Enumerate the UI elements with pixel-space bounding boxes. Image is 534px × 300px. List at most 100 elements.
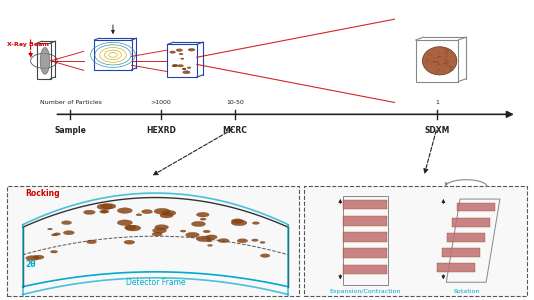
Ellipse shape: [450, 67, 453, 68]
Ellipse shape: [125, 225, 141, 231]
Ellipse shape: [450, 67, 452, 68]
Ellipse shape: [451, 56, 452, 57]
Ellipse shape: [183, 71, 190, 74]
FancyBboxPatch shape: [457, 202, 496, 211]
FancyBboxPatch shape: [436, 263, 475, 272]
Ellipse shape: [438, 52, 439, 53]
Text: Number of Particles: Number of Particles: [40, 100, 101, 105]
Ellipse shape: [427, 54, 429, 55]
Ellipse shape: [430, 55, 432, 56]
Ellipse shape: [444, 49, 447, 50]
Text: 10-50: 10-50: [226, 100, 244, 105]
Ellipse shape: [433, 61, 436, 62]
Ellipse shape: [437, 72, 438, 73]
Text: X-Ray Beam: X-Ray Beam: [7, 42, 49, 47]
Ellipse shape: [439, 70, 441, 71]
Ellipse shape: [172, 65, 177, 67]
Ellipse shape: [180, 230, 186, 232]
Ellipse shape: [192, 221, 206, 226]
Ellipse shape: [445, 56, 447, 57]
Ellipse shape: [183, 68, 186, 69]
Ellipse shape: [61, 221, 72, 225]
Text: HEXRD: HEXRD: [146, 126, 176, 135]
Ellipse shape: [97, 204, 113, 210]
Ellipse shape: [101, 210, 109, 213]
Ellipse shape: [186, 232, 199, 237]
Ellipse shape: [182, 68, 186, 70]
Ellipse shape: [444, 52, 447, 54]
Ellipse shape: [446, 62, 449, 63]
Ellipse shape: [253, 222, 260, 224]
Ellipse shape: [197, 236, 211, 242]
Text: >1000: >1000: [151, 100, 171, 105]
Ellipse shape: [26, 256, 39, 261]
Ellipse shape: [436, 61, 439, 63]
Ellipse shape: [444, 60, 446, 61]
Text: MCRC: MCRC: [223, 126, 248, 135]
Text: Rotation: Rotation: [453, 289, 480, 294]
Ellipse shape: [206, 235, 217, 239]
FancyBboxPatch shape: [446, 233, 485, 242]
Ellipse shape: [178, 65, 183, 67]
Text: Detector Frame: Detector Frame: [125, 278, 185, 287]
Ellipse shape: [155, 225, 169, 230]
Ellipse shape: [117, 220, 132, 226]
Ellipse shape: [172, 64, 178, 67]
Ellipse shape: [117, 208, 132, 213]
Ellipse shape: [179, 53, 183, 55]
Ellipse shape: [187, 67, 191, 68]
Ellipse shape: [449, 66, 451, 67]
Text: Expansion/Contraction: Expansion/Contraction: [329, 289, 401, 294]
Ellipse shape: [136, 214, 142, 216]
Ellipse shape: [83, 210, 95, 214]
Ellipse shape: [426, 62, 428, 63]
Ellipse shape: [208, 244, 213, 246]
FancyBboxPatch shape: [343, 248, 387, 258]
FancyBboxPatch shape: [304, 186, 527, 296]
Ellipse shape: [422, 47, 457, 75]
Ellipse shape: [447, 55, 448, 56]
Ellipse shape: [445, 65, 448, 66]
Ellipse shape: [444, 62, 447, 64]
FancyBboxPatch shape: [7, 186, 299, 296]
Ellipse shape: [443, 63, 445, 64]
Ellipse shape: [33, 255, 44, 259]
Ellipse shape: [260, 242, 265, 243]
Ellipse shape: [438, 69, 440, 70]
Ellipse shape: [48, 228, 52, 230]
Ellipse shape: [40, 47, 50, 74]
Ellipse shape: [189, 48, 195, 51]
Ellipse shape: [231, 220, 247, 226]
Ellipse shape: [162, 210, 176, 216]
Ellipse shape: [433, 61, 435, 62]
Ellipse shape: [449, 69, 452, 70]
Ellipse shape: [252, 239, 258, 242]
Text: Rocking: Rocking: [25, 189, 60, 198]
Ellipse shape: [180, 58, 184, 59]
Ellipse shape: [153, 228, 167, 233]
Ellipse shape: [101, 203, 116, 209]
Ellipse shape: [176, 49, 183, 51]
Ellipse shape: [100, 210, 108, 213]
FancyBboxPatch shape: [343, 200, 387, 209]
Ellipse shape: [207, 240, 212, 242]
Ellipse shape: [445, 51, 449, 52]
FancyBboxPatch shape: [343, 232, 387, 242]
Ellipse shape: [154, 208, 170, 214]
Ellipse shape: [447, 50, 448, 51]
Text: SDXM: SDXM: [425, 126, 450, 135]
Ellipse shape: [64, 231, 74, 235]
Ellipse shape: [170, 51, 176, 53]
FancyBboxPatch shape: [343, 265, 387, 274]
Ellipse shape: [203, 230, 210, 233]
Ellipse shape: [152, 232, 162, 236]
Ellipse shape: [197, 212, 209, 217]
Ellipse shape: [54, 233, 60, 235]
Ellipse shape: [447, 50, 449, 51]
Ellipse shape: [436, 57, 439, 58]
Ellipse shape: [443, 70, 445, 71]
Ellipse shape: [124, 240, 135, 244]
Ellipse shape: [437, 63, 441, 65]
Ellipse shape: [434, 65, 436, 66]
FancyBboxPatch shape: [452, 218, 490, 226]
